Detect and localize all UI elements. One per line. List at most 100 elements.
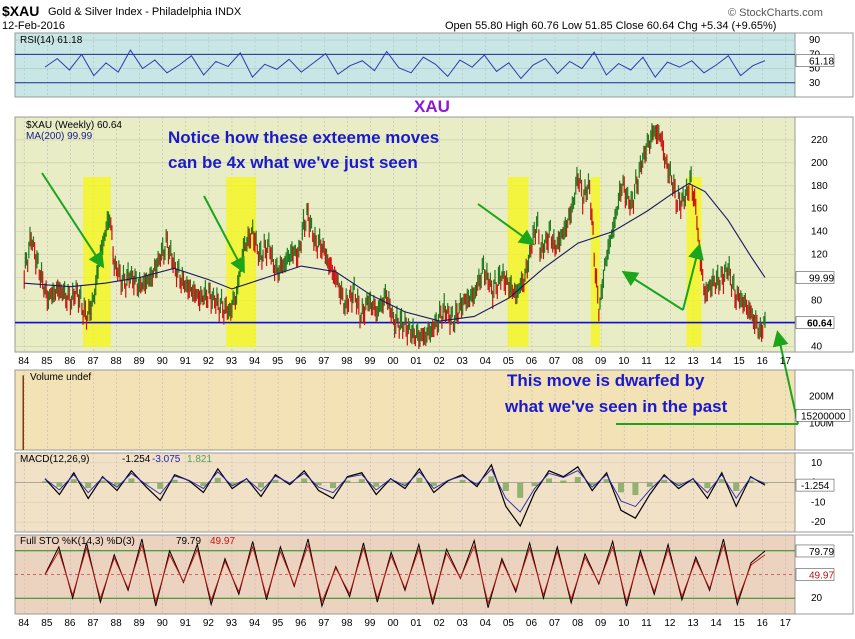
annotation-arrow xyxy=(203,195,245,274)
macd-histogram-bar xyxy=(373,482,380,487)
macd-tick-label: 10 xyxy=(811,458,823,469)
annotation-arrow xyxy=(41,172,105,269)
rsi-tick-label: 30 xyxy=(809,78,821,89)
macd-histogram-bar xyxy=(416,477,423,483)
x-tick-label-bottom: 88 xyxy=(111,618,123,629)
price-tick-label: 160 xyxy=(811,204,828,215)
macd-histogram-bar xyxy=(200,482,207,487)
macd-histogram-bar xyxy=(387,481,394,483)
x-tick-label: 08 xyxy=(572,356,584,367)
axis-labels: 84 84 85 85 86 86 87 87 88 88 89 89 90 90 91 91 92 92 93 93… xyxy=(18,35,851,629)
rsi-last-value-box xyxy=(795,54,835,67)
macd-histogram-bar xyxy=(42,481,48,483)
sto-tick-label: 20 xyxy=(811,593,823,604)
x-tick-label: 84 xyxy=(18,356,30,367)
x-tick-label: 88 xyxy=(111,356,123,367)
x-tick-label-bottom: 08 xyxy=(572,618,584,629)
annotation-arrow xyxy=(477,203,536,246)
macd-histogram-bar xyxy=(358,479,365,483)
panel-backgrounds xyxy=(14,32,854,615)
quote-bar: Open 55.80 High 60.76 Low 51.85 Close 60… xyxy=(445,20,777,32)
macd-signal-label: -3.075 xyxy=(152,454,181,465)
x-tick-label-bottom: 97 xyxy=(318,618,330,629)
x-tick-label: 07 xyxy=(549,356,561,367)
volume-panel xyxy=(14,369,796,451)
x-tick-label: 16 xyxy=(757,356,769,367)
macd-tick-label: -20 xyxy=(811,517,826,528)
macd-histogram-bar xyxy=(171,479,178,483)
sto-k-last-box xyxy=(795,544,835,558)
volume-tick-label: 200M xyxy=(809,392,834,403)
ma-last-value: 99.99 xyxy=(809,273,834,284)
macd-histogram-bar xyxy=(301,478,308,483)
x-tick-label-bottom: 09 xyxy=(595,618,607,629)
price-tick-label: 180 xyxy=(811,181,828,192)
macd-histogram-bar xyxy=(142,482,149,485)
x-tick-label: 86 xyxy=(64,356,76,367)
macd-value-label: -1.254 xyxy=(122,454,151,465)
macd-tick-label: -10 xyxy=(811,497,826,508)
x-tick-label-bottom: 12 xyxy=(664,618,676,629)
x-tick-label-bottom: 93 xyxy=(226,618,238,629)
macd-histogram-bar xyxy=(344,480,351,483)
chart-symbol: $XAU xyxy=(2,3,40,19)
x-tick-label-bottom: 17 xyxy=(780,618,792,629)
note-bottom-line2: what we've seen in the past xyxy=(504,397,728,416)
x-tick-label: 91 xyxy=(180,356,192,367)
x-tick-label-bottom: 10 xyxy=(618,618,630,629)
macd-histogram-bar xyxy=(258,482,264,488)
x-tick-label: 90 xyxy=(157,356,169,367)
x-tick-label-bottom: 94 xyxy=(249,618,261,629)
sto-panel-title-label: Full STO %K(14,3) %D(3) xyxy=(20,536,135,547)
highlight-box xyxy=(507,177,529,347)
x-tick-label: 10 xyxy=(618,356,630,367)
macd-histogram-bar xyxy=(128,478,135,483)
x-tick-label-bottom: 16 xyxy=(757,618,769,629)
x-tick-label: 02 xyxy=(434,356,446,367)
macd-histogram-bar xyxy=(690,481,696,483)
annotation-arrow xyxy=(682,243,704,311)
x-tick-label: 15 xyxy=(734,356,746,367)
x-tick-label-bottom: 07 xyxy=(549,618,561,629)
x-tick-label: 96 xyxy=(295,356,307,367)
x-tick-label-bottom: 01 xyxy=(411,618,423,629)
note-top-line2: can be 4x what we've just seen xyxy=(168,153,418,172)
macd-histogram-bar xyxy=(560,480,567,483)
macd-histogram-bar xyxy=(315,482,322,486)
x-tick-label: 01 xyxy=(411,356,423,367)
sto-k-last-value: 79.79 xyxy=(809,547,834,558)
price-last-value-box xyxy=(795,316,835,329)
x-tick-label-bottom: 89 xyxy=(134,618,146,629)
x-tick-label: 09 xyxy=(595,356,607,367)
x-tick-label: 17 xyxy=(780,356,792,367)
note-top-line1: Notice how these exteeme moves xyxy=(168,128,439,147)
ma-legend-label: MA(200) 99.99 xyxy=(26,131,93,142)
macd-histogram-bar xyxy=(474,482,480,485)
macd-histogram-bar xyxy=(704,482,711,489)
macd-panel-axis-area xyxy=(794,452,854,533)
x-tick-label-bottom: 92 xyxy=(203,618,215,629)
stockcharts-watermark: © StockCharts.com xyxy=(728,7,823,19)
macd-histogram-bar xyxy=(632,482,639,496)
sto-k-label: 79.79 xyxy=(176,536,201,547)
highlight-box xyxy=(686,177,702,347)
x-tick-label-bottom: 05 xyxy=(503,618,515,629)
x-tick-label: 00 xyxy=(387,356,399,367)
macd-histogram-bar xyxy=(272,479,279,483)
annotation-arrow xyxy=(621,270,684,311)
chart-marks xyxy=(15,49,799,608)
macd-histogram-bar xyxy=(546,478,552,483)
rsi-panel xyxy=(14,32,796,98)
macd-last-value-box xyxy=(795,478,835,492)
ma200-line xyxy=(24,182,766,322)
macd-histogram-bar xyxy=(661,479,668,483)
x-tick-label-bottom: 85 xyxy=(41,618,53,629)
note-bottom-line1: This move is dwarfed by xyxy=(507,371,705,390)
macd-hist-label: 1.821 xyxy=(187,454,212,465)
price-tick-label: 220 xyxy=(811,135,828,146)
macd-histogram-bar xyxy=(531,482,538,487)
chart-date: 12-Feb-2016 xyxy=(2,20,65,32)
rsi-tick-label: 50 xyxy=(809,64,821,75)
xau-annotation-label: XAU xyxy=(414,97,450,116)
